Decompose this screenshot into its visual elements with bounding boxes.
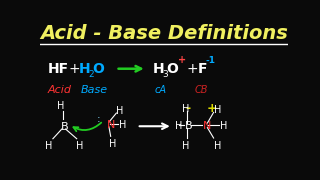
- Text: H: H: [119, 120, 126, 130]
- Text: N: N: [203, 121, 212, 131]
- Text: cA: cA: [154, 85, 166, 95]
- Text: H: H: [76, 141, 83, 151]
- Text: +: +: [206, 102, 217, 115]
- Text: H: H: [214, 105, 221, 115]
- Text: -1: -1: [206, 56, 216, 65]
- Text: HF: HF: [47, 62, 68, 76]
- Text: :: :: [97, 114, 100, 124]
- Text: O: O: [166, 62, 178, 76]
- Text: H: H: [175, 121, 182, 131]
- Text: Acid: Acid: [47, 85, 71, 95]
- Text: B: B: [185, 121, 193, 131]
- Text: +: +: [178, 55, 187, 65]
- Text: B: B: [61, 122, 69, 132]
- FancyArrowPatch shape: [74, 123, 101, 131]
- Text: F: F: [198, 62, 208, 76]
- Text: N: N: [107, 120, 115, 130]
- Text: +: +: [186, 62, 198, 76]
- Text: H: H: [109, 139, 117, 148]
- Text: H: H: [214, 141, 221, 151]
- Text: H: H: [116, 106, 124, 116]
- Text: -: -: [186, 102, 191, 115]
- Text: H: H: [45, 141, 52, 151]
- Text: H: H: [78, 62, 90, 76]
- Text: H: H: [220, 121, 227, 131]
- Text: Base: Base: [81, 85, 108, 95]
- Text: H: H: [182, 141, 189, 151]
- Text: CB: CB: [195, 85, 209, 95]
- Text: H: H: [153, 62, 164, 76]
- Text: Acid - Base Definitions: Acid - Base Definitions: [40, 24, 288, 43]
- Text: 3: 3: [163, 70, 169, 79]
- Text: H: H: [57, 101, 64, 111]
- Text: 2: 2: [88, 70, 94, 79]
- Text: H: H: [182, 104, 189, 114]
- Text: O: O: [92, 62, 104, 76]
- Text: +: +: [68, 62, 80, 76]
